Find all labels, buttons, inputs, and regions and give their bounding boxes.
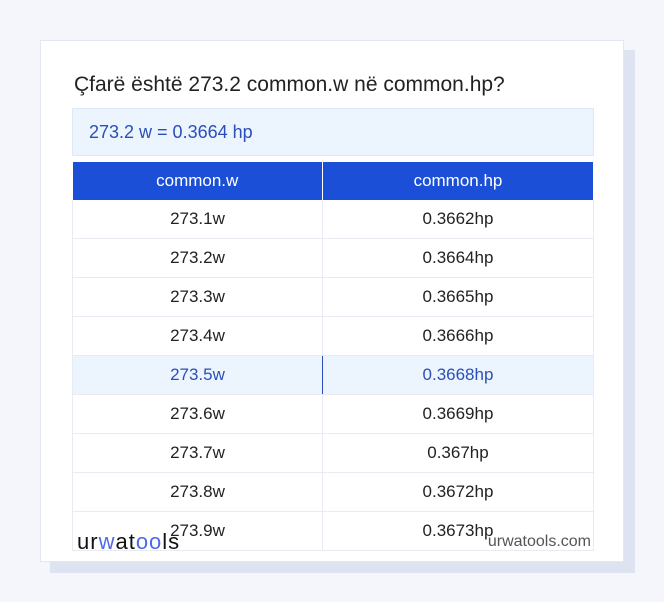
table-cell: 0.367hp (321, 433, 595, 473)
table-row: 273.2w 0.3664hp (72, 238, 595, 278)
table-cell: 0.3672hp (321, 472, 595, 512)
table-cell: 273.3w (72, 277, 323, 317)
table-cell: 0.3666hp (321, 316, 595, 356)
column-header: common.hp (322, 162, 595, 200)
table-row: 273.9w 0.3673hp (72, 511, 595, 551)
table-cell: 273.9w (72, 511, 323, 551)
table-cell: 273.7w (72, 433, 323, 473)
page-title: Çfarë është 273.2 common.w në common.hp? (74, 73, 505, 96)
table-cell: 273.6w (72, 394, 323, 434)
table-row: 273.4w 0.3666hp (72, 316, 595, 356)
table-row: 273.1w 0.3662hp (72, 200, 595, 239)
table-cell: 0.3668hp (321, 355, 595, 395)
table-row: 273.8w 0.3672hp (72, 472, 595, 512)
table-cell: 0.3673hp (321, 511, 595, 551)
converter-card: Çfarë është 273.2 common.w në common.hp?… (40, 40, 624, 562)
conversion-table: common.w common.hp 273.1w 0.3662hp 273.2w 0.… (72, 162, 595, 551)
logo: urwatools (77, 529, 181, 554)
table-cell: 273.8w (72, 472, 323, 512)
table-cell: 273.2w (72, 238, 323, 278)
column-header: common.w (72, 162, 323, 200)
table-cell: 0.3662hp (321, 200, 595, 239)
table-cell: 273.5w (72, 355, 323, 395)
table-row: 273.7w 0.367hp (72, 433, 595, 473)
table-cell: 273.1w (72, 200, 323, 239)
table-row: 273.6w 0.3669hp (72, 394, 595, 434)
site-link[interactable]: urwatools.com (487, 533, 591, 550)
table-cell: 0.3665hp (321, 277, 595, 317)
table-row: 273.5w 0.3668hp (72, 355, 595, 395)
table-row: 273.3w 0.3665hp (72, 277, 595, 317)
table-cell: 0.3664hp (321, 238, 595, 278)
table-cell: 0.3669hp (321, 394, 595, 434)
table-cell: 273.4w (72, 316, 323, 356)
result-box: 273.2 w = 0.3664 hp (72, 108, 594, 156)
